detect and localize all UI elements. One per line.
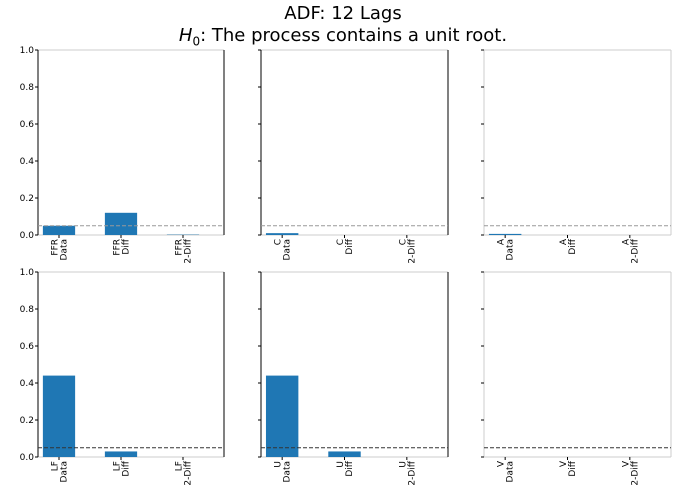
x-tick-label: FFR Data: [51, 239, 70, 261]
panel-c: C Data C Diff C 2-Diff: [258, 49, 449, 264]
x-tick-label-line: LF: [113, 461, 123, 471]
x-tick-label-line: U: [398, 461, 408, 468]
x-tick-label: LF 2-Diff: [175, 460, 194, 485]
x-tick-label-line: Diff: [122, 238, 132, 254]
bar-c-0: [265, 233, 299, 235]
x-tick-label-line: Data: [283, 461, 293, 483]
y-tick-label: 0.4: [20, 379, 35, 389]
y-tick-label: 0.8: [20, 305, 35, 315]
x-tick-label-line: LF: [51, 461, 61, 471]
x-tick-label: FFR 2-Diff: [175, 238, 194, 263]
x-tick-label-line: A: [497, 238, 507, 245]
y-tick-label: 0.8: [20, 83, 35, 93]
x-tick-label-line: A: [621, 238, 631, 245]
y-tick-label: 0.6: [20, 342, 35, 352]
x-tick-label-line: C: [336, 239, 346, 245]
x-tick-label-line: Data: [283, 239, 293, 261]
bar-ffr-1: [104, 212, 138, 235]
x-tick-label: V Diff: [559, 460, 578, 476]
figure-subtitle: H0: The process contains a unit root.: [0, 25, 686, 53]
panel-v: V Data V Diff V 2-Diff: [481, 271, 672, 486]
x-tick-label: U 2-Diff: [398, 460, 417, 485]
x-tick-label: FFR Diff: [113, 238, 132, 255]
x-tick-label-line: Data: [60, 461, 70, 483]
bar-ffr-0: [42, 225, 76, 235]
bar-lf-0: [42, 375, 76, 457]
x-tick-label: A Data: [497, 238, 516, 260]
x-tick-label-line: Diff: [568, 238, 578, 254]
x-tick-label-line: FFR: [51, 239, 61, 256]
x-tick-label: V Data: [497, 460, 516, 482]
figure-title: ADF: 12 Lags: [284, 3, 402, 24]
x-tick-label-line: LF: [175, 461, 185, 471]
x-tick-label-line: 2-Diff: [184, 460, 194, 485]
y-tick-label: 0.0: [20, 231, 35, 241]
x-tick-label-line: U: [336, 461, 346, 468]
bar-u-1: [328, 451, 361, 457]
x-tick-label-line: Data: [506, 239, 516, 261]
x-tick-label: A Diff: [559, 238, 578, 254]
x-tick-label: C Data: [274, 239, 293, 261]
y-tick-label: 1.0: [20, 268, 35, 278]
x-tick-label-line: 2-Diff: [407, 460, 417, 485]
x-tick-label-line: 2-Diff: [184, 238, 194, 263]
x-tick-label-line: U: [274, 461, 284, 468]
x-tick-label-line: Data: [506, 461, 516, 483]
subtitle-text: : The process contains a unit root.: [200, 25, 508, 46]
x-tick-label: V 2-Diff: [621, 460, 640, 485]
y-tick-label: 0.0: [20, 453, 35, 463]
x-tick-label-line: Diff: [122, 460, 132, 476]
x-tick-label-line: Diff: [345, 238, 355, 254]
x-tick-label-line: FFR: [113, 239, 123, 256]
x-tick-label-line: V: [497, 460, 507, 467]
bar-a-0: [488, 233, 522, 235]
x-tick-label-line: V: [621, 460, 631, 467]
x-tick-label-line: Data: [60, 239, 70, 261]
x-tick-label-line: A: [559, 238, 569, 245]
x-tick-label: C Diff: [336, 238, 355, 254]
x-tick-label-line: FFR: [175, 239, 185, 256]
x-tick-label-line: Diff: [568, 460, 578, 476]
h0-symbol: H0: [178, 25, 201, 49]
x-tick-label-line: C: [398, 239, 408, 245]
x-tick-label: LF Data: [51, 461, 70, 483]
bar-ffr-2: [166, 234, 200, 235]
y-tick-label: 0.2: [20, 194, 34, 204]
y-tick-label: 0.2: [20, 416, 34, 426]
x-tick-label-line: 2-Diff: [630, 460, 640, 485]
x-tick-label: U Diff: [336, 460, 355, 476]
x-tick-label: U Data: [274, 461, 293, 483]
bar-u-0: [265, 375, 299, 457]
y-tick-label: 1.0: [20, 46, 35, 56]
panel-u: U Data U Diff U 2-Diff: [258, 271, 449, 486]
x-tick-label-line: 2-Diff: [407, 238, 417, 263]
x-tick-label-line: 2-Diff: [630, 238, 640, 263]
panel-a: A Data A Diff A 2-Diff: [481, 49, 672, 264]
x-tick-label-line: C: [274, 239, 284, 245]
bar-lf-1: [104, 451, 138, 457]
y-tick-label: 0.6: [20, 120, 35, 130]
panel-lf: 0.00.20.40.60.81.0LF Data LF Diff LF 2-Diff: [20, 268, 225, 486]
x-tick-label-line: Diff: [345, 460, 355, 476]
x-tick-label: A 2-Diff: [621, 238, 640, 263]
y-tick-label: 0.4: [20, 157, 35, 167]
x-tick-label-line: V: [559, 460, 569, 467]
x-tick-label: C 2-Diff: [398, 238, 417, 263]
x-tick-label: LF Diff: [113, 460, 132, 476]
